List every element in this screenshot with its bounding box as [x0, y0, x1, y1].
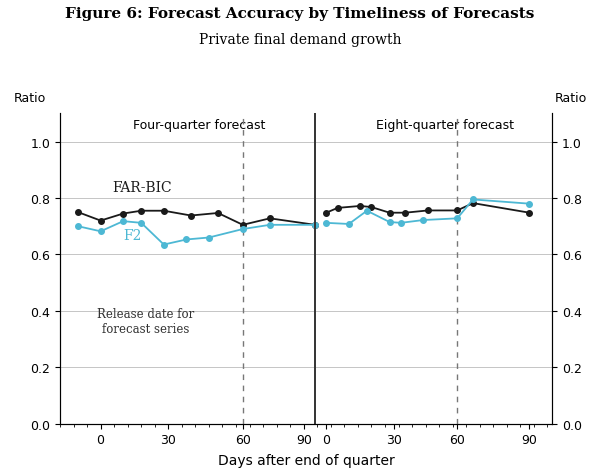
Text: Eight-quarter forecast: Eight-quarter forecast: [376, 119, 514, 131]
Text: F2: F2: [123, 228, 142, 242]
X-axis label: Days after end of quarter: Days after end of quarter: [218, 453, 394, 467]
Text: Release date for
forecast series: Release date for forecast series: [97, 307, 194, 335]
Text: Four-quarter forecast: Four-quarter forecast: [133, 119, 265, 131]
Text: Figure 6: Forecast Accuracy by Timeliness of Forecasts: Figure 6: Forecast Accuracy by Timelines…: [65, 7, 535, 21]
Text: Ratio: Ratio: [13, 92, 46, 105]
Text: Private final demand growth: Private final demand growth: [199, 33, 401, 47]
Text: FAR-BIC: FAR-BIC: [112, 180, 172, 194]
Text: Ratio: Ratio: [554, 92, 587, 105]
